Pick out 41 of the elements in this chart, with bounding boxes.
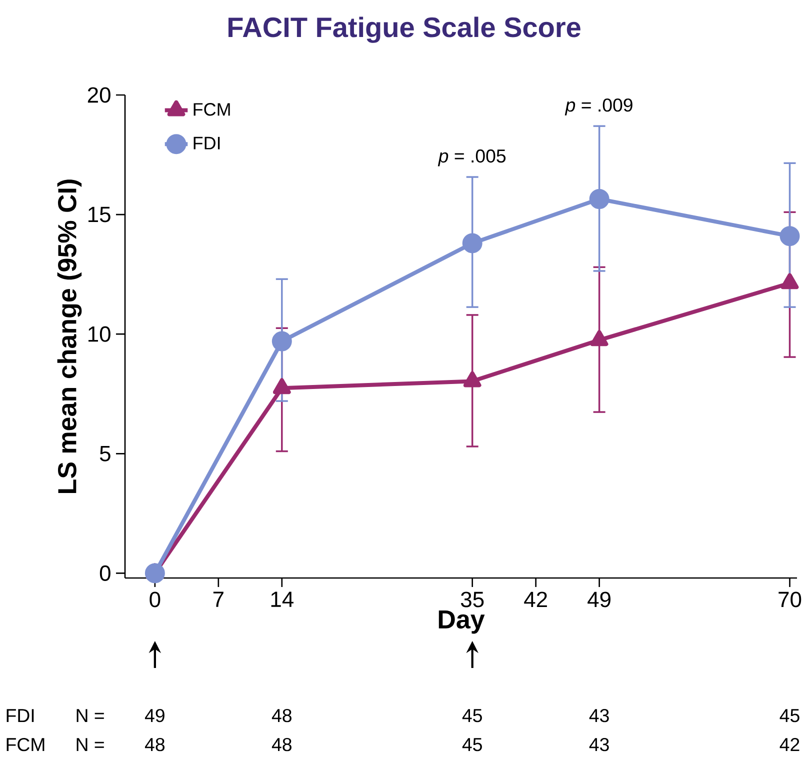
text: 49 — [144, 708, 164, 722]
x-axis-title: Day — [438, 610, 485, 634]
y-tick-label: 0 — [100, 565, 110, 581]
point — [272, 331, 292, 352]
y-axis-title: LS mean change (95% CI) — [57, 180, 82, 493]
text: N = — [76, 709, 104, 722]
x-tick-label: 49 — [588, 592, 610, 608]
text: 43 — [589, 708, 609, 722]
text: 45 — [780, 709, 800, 722]
text: 48 — [144, 738, 165, 752]
x-tick-label: 7 — [213, 592, 224, 607]
legend-label: FCM — [194, 103, 230, 116]
point — [462, 233, 482, 254]
y-tick-label: 10 — [88, 326, 110, 342]
x-tick-label: 0 — [150, 592, 160, 608]
point — [589, 189, 610, 210]
y-tick-label: 5 — [100, 446, 110, 462]
chart-title: FACIT Fatigue Scale Score — [228, 16, 580, 43]
text: FCM — [6, 738, 44, 752]
legend-label: FDI — [194, 136, 220, 150]
x-tick-label: 70 — [778, 592, 802, 608]
point — [590, 330, 608, 346]
x-tick-label: 14 — [271, 592, 294, 607]
text: 42 — [780, 738, 800, 751]
annotation: p = .009 — [564, 98, 632, 116]
text: 45 — [462, 738, 482, 752]
point — [780, 273, 799, 290]
x-tick-label: 42 — [524, 592, 547, 608]
text: FDI — [6, 709, 34, 722]
point — [780, 226, 800, 246]
text: 45 — [462, 709, 482, 722]
text: 43 — [589, 738, 609, 752]
y-tick-label: 20 — [88, 87, 110, 103]
point — [272, 378, 291, 394]
annotation: p = .005 — [438, 149, 506, 166]
text: 48 — [272, 738, 292, 752]
text: 48 — [272, 708, 292, 722]
text: N = — [76, 738, 104, 751]
point — [463, 371, 482, 388]
x-tick-label: 35 — [460, 592, 484, 608]
y-tick-label: 15 — [88, 206, 110, 222]
